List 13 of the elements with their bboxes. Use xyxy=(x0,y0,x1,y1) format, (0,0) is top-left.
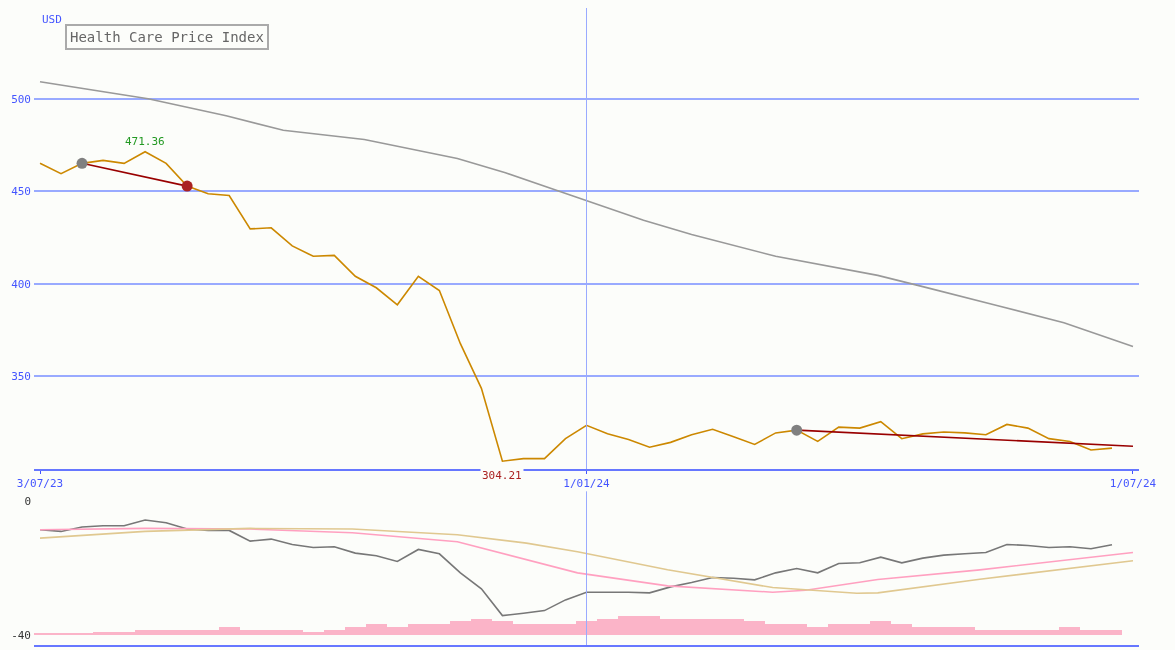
text: Health Care Price Index xyxy=(70,29,264,45)
annotation: 304.21 xyxy=(482,469,522,482)
x-tick-label: 1/07/24 xyxy=(1109,477,1157,491)
y-tick-label: 450 xyxy=(11,185,31,199)
y-tick-label: 400 xyxy=(11,277,31,291)
y-tick-label: 500 xyxy=(11,92,31,106)
x-tick-label: 1/01/24 xyxy=(563,477,611,491)
annotation: 471.36 xyxy=(125,135,165,148)
y-tick-label: -40 xyxy=(11,628,31,642)
y-tick-label: 0 xyxy=(24,495,31,509)
x-tick-label: 3/07/23 xyxy=(16,477,64,491)
y-axis-title: USD xyxy=(42,13,62,26)
y-tick-label: 350 xyxy=(11,370,31,384)
